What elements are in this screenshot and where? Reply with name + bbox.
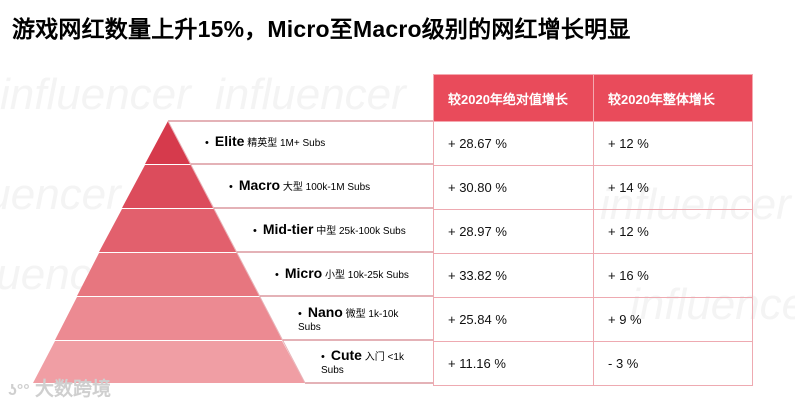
abs-growth-cell: + 28.97 % [433, 209, 594, 254]
tier-label-nano: • Nano 微型 1k-10k Subs [298, 304, 399, 333]
abs-growth-cell: + 11.16 % [433, 341, 594, 386]
table-row: + 30.80 % + 14 % [433, 165, 753, 210]
brand-logo: ʖ°° 大数跨境 [8, 374, 111, 401]
watermark: influencer [0, 70, 191, 119]
page-title: 游戏网红数量上升15%，Micro至Macro级别的网红增长明显 [12, 16, 631, 42]
overall-growth-cell: + 14 % [593, 165, 753, 210]
pyramid-layer-nano [55, 297, 282, 340]
table-header-row: 较2020年绝对值增长 较2020年整体增长 [433, 74, 753, 122]
influencer-tier-pyramid [33, 120, 433, 384]
table-row: + 33.82 % + 16 % [433, 253, 753, 298]
pyramid-layer-cute [33, 341, 305, 383]
overall-growth-cell: + 12 % [593, 121, 753, 166]
pyramid-layer-midtier [99, 209, 237, 252]
overall-growth-cell: + 16 % [593, 253, 753, 298]
watermark: influencer [215, 70, 406, 119]
tier-label-cute: • Cute 入门 <1k Subs [321, 347, 404, 376]
tier-label-elite: • Elite 精英型 1M+ Subs [205, 133, 326, 149]
logo-text: 大数跨境 [34, 379, 111, 400]
table-row: + 25.84 % + 9 % [433, 297, 753, 342]
abs-growth-cell: + 25.84 % [433, 297, 594, 342]
table-row: + 28.97 % + 12 % [433, 209, 753, 254]
watermark: influencer [0, 170, 121, 219]
overall-growth-cell: + 12 % [593, 209, 753, 254]
pyramid-layer-macro [122, 165, 214, 208]
tier-label-midtier: • Mid-tier 中型 25k-100k Subs [253, 221, 406, 237]
pyramid-layer-elite [145, 121, 191, 164]
tier-label-macro: • Macro 大型 100k-1M Subs [229, 177, 371, 193]
header-overall-growth: 较2020年整体增长 [593, 74, 753, 122]
logo-icon: ʖ°° [8, 382, 30, 399]
header-absolute-growth: 较2020年绝对值增长 [433, 74, 594, 122]
abs-growth-cell: + 33.82 % [433, 253, 594, 298]
abs-growth-cell: + 30.80 % [433, 165, 594, 210]
overall-growth-cell: + 9 % [593, 297, 753, 342]
overall-growth-cell: - 3 % [593, 341, 753, 386]
tier-label-micro: • Micro 小型 10k-25k Subs [275, 265, 409, 281]
growth-table: 较2020年绝对值增长 较2020年整体增长 + 28.67 % + 12 % … [433, 74, 753, 386]
pyramid-layer-micro [77, 253, 260, 296]
abs-growth-cell: + 28.67 % [433, 121, 594, 166]
table-row: + 28.67 % + 12 % [433, 121, 753, 166]
table-row: + 11.16 % - 3 % [433, 341, 753, 386]
